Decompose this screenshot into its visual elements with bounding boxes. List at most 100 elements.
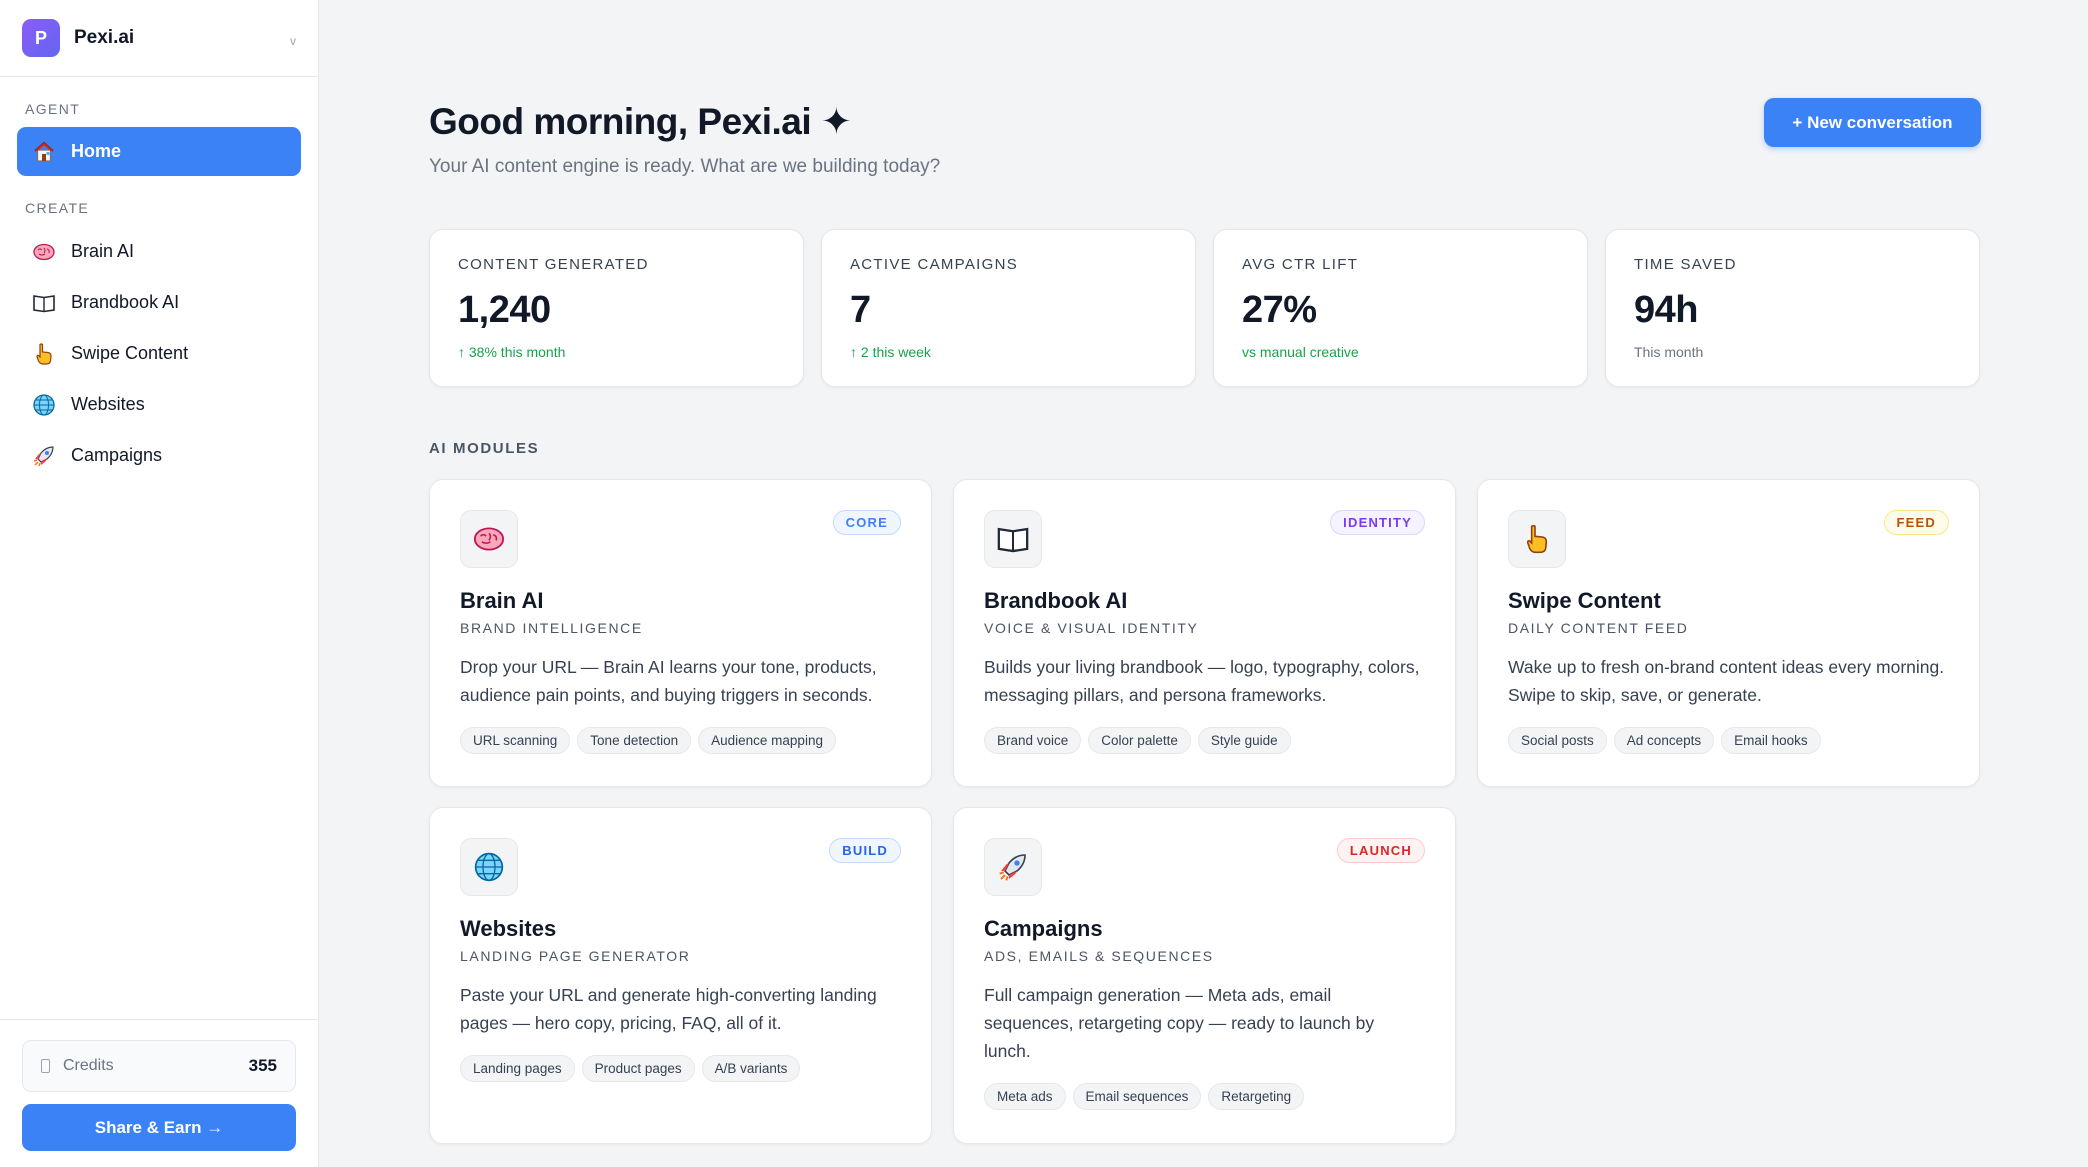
module-tags: Landing pages Product pages A/B variants bbox=[460, 1055, 901, 1082]
sidebar-item-swipe-content[interactable]: Swipe Content bbox=[17, 328, 301, 379]
module-title: Websites bbox=[460, 916, 557, 941]
tag: Email hooks bbox=[1721, 727, 1821, 754]
tag: Ad concepts bbox=[1613, 727, 1715, 754]
book-icon bbox=[31, 290, 57, 316]
tag: A/B variants bbox=[701, 1055, 801, 1082]
credits-box[interactable]: Credits 355 bbox=[22, 1040, 296, 1092]
tag: Landing pages bbox=[460, 1055, 575, 1082]
phone-icon bbox=[41, 1059, 50, 1073]
share-earn-button[interactable]: Share & Earn → bbox=[22, 1104, 296, 1151]
tag: Brand voice bbox=[984, 727, 1082, 754]
section-label-ai-modules: AI MODULES bbox=[429, 440, 540, 457]
module-subtitle: VOICE & VISUAL IDENTITY bbox=[984, 620, 1199, 636]
module-tags: Brand voice Color palette Style guide bbox=[984, 727, 1425, 754]
tag: URL scanning bbox=[460, 727, 571, 754]
brain-icon bbox=[460, 510, 518, 568]
page-subtitle: Your AI content engine is ready. What ar… bbox=[429, 156, 941, 177]
module-subtitle: DAILY CONTENT FEED bbox=[1508, 620, 1689, 636]
module-description: Drop your URL — Brain AI learns your ton… bbox=[460, 657, 877, 705]
sidebar-item-home[interactable]: Home bbox=[17, 127, 301, 176]
section-label-create: CREATE bbox=[25, 200, 90, 216]
stat-label: ACTIVE CAMPAIGNS bbox=[850, 256, 1019, 273]
stat-card-active-campaigns: ACTIVE CAMPAIGNS 7 ↑ 2 this week bbox=[821, 229, 1196, 387]
module-description: Paste your URL and generate high-convert… bbox=[460, 985, 877, 1033]
sidebar-item-campaigns[interactable]: Campaigns bbox=[17, 430, 301, 481]
chevron-down-icon[interactable]: v bbox=[290, 34, 296, 48]
module-card-websites[interactable]: BUILD Websites LANDING PAGE GENERATOR Pa… bbox=[429, 807, 932, 1144]
tag: Color palette bbox=[1088, 727, 1191, 754]
stat-value: 94h bbox=[1634, 289, 1698, 331]
workspace-avatar: P bbox=[22, 19, 60, 57]
tag: Social posts bbox=[1508, 727, 1607, 754]
module-card-brandbook-ai[interactable]: IDENTITY Brandbook AI VOICE & VISUAL IDE… bbox=[953, 479, 1456, 787]
pointing-hand-icon bbox=[31, 341, 57, 367]
module-description: Full campaign generation — Meta ads, ema… bbox=[984, 985, 1375, 1061]
module-tags: URL scanning Tone detection Audience map… bbox=[460, 727, 901, 754]
module-badge: IDENTITY bbox=[1330, 510, 1425, 535]
module-title: Campaigns bbox=[984, 916, 1103, 941]
pointing-hand-icon bbox=[1508, 510, 1566, 568]
module-badge: BUILD bbox=[829, 838, 901, 863]
stat-note: This month bbox=[1634, 344, 1704, 360]
tag: Style guide bbox=[1197, 727, 1291, 754]
house-icon bbox=[31, 139, 57, 165]
module-badge: LAUNCH bbox=[1336, 838, 1425, 863]
globe-icon bbox=[460, 838, 518, 896]
rocket-icon bbox=[31, 443, 57, 469]
stat-note: ↑ 38% this month bbox=[458, 344, 566, 360]
sidebar-item-websites[interactable]: Websites bbox=[17, 379, 301, 430]
module-card-brain-ai[interactable]: CORE Brain AI BRAND INTELLIGENCE Drop yo… bbox=[429, 479, 932, 787]
module-card-swipe-content[interactable]: FEED Swipe Content DAILY CONTENT FEED Wa… bbox=[1477, 479, 1980, 787]
tag: Tone detection bbox=[577, 727, 692, 754]
brain-icon bbox=[31, 239, 57, 265]
stats-row: CONTENT GENERATED 1,240 ↑ 38% this month… bbox=[429, 229, 1980, 387]
module-title: Brandbook AI bbox=[984, 588, 1128, 613]
sidebar-item-brain-ai[interactable]: Brain AI bbox=[17, 226, 301, 277]
module-badge: CORE bbox=[832, 510, 901, 535]
credits-label: Credits bbox=[63, 1057, 114, 1074]
stat-value: 1,240 bbox=[458, 289, 551, 331]
sidebar-item-brandbook-ai[interactable]: Brandbook AI bbox=[17, 277, 301, 328]
stat-value: 7 bbox=[850, 289, 871, 331]
stat-value: 27% bbox=[1242, 289, 1317, 331]
tag: Meta ads bbox=[984, 1083, 1066, 1110]
stat-label: TIME SAVED bbox=[1634, 256, 1737, 273]
module-subtitle: ADS, EMAILS & SEQUENCES bbox=[984, 948, 1214, 964]
sidebar-footer: Credits 355 Share & Earn → bbox=[0, 1019, 318, 1167]
tag: Product pages bbox=[581, 1055, 695, 1082]
sidebar-item-label: Campaigns bbox=[71, 445, 163, 465]
module-description: Builds your living brandbook — logo, typ… bbox=[984, 657, 1420, 705]
tag: Email sequences bbox=[1072, 1083, 1202, 1110]
section-label-agent: AGENT bbox=[25, 101, 81, 117]
sidebar-item-label: Swipe Content bbox=[71, 343, 189, 363]
module-title: Brain AI bbox=[460, 588, 544, 613]
sidebar-item-label: Websites bbox=[71, 394, 145, 414]
module-subtitle: LANDING PAGE GENERATOR bbox=[460, 948, 691, 964]
tag: Retargeting bbox=[1208, 1083, 1305, 1110]
sidebar-item-label: Home bbox=[71, 141, 122, 161]
stat-note: ↑ 2 this week bbox=[850, 344, 931, 360]
book-icon bbox=[984, 510, 1042, 568]
stat-card-avg-ctr-lift: AVG CTR LIFT 27% vs manual creative bbox=[1213, 229, 1588, 387]
credits-value: 355 bbox=[248, 1056, 277, 1075]
stat-label: AVG CTR LIFT bbox=[1242, 256, 1359, 273]
module-description: Wake up to fresh on-brand content ideas … bbox=[1508, 657, 1945, 705]
tag: Audience mapping bbox=[698, 727, 836, 754]
sidebar: P Pexi.ai v AGENT Home CREATE Brain bbox=[0, 0, 319, 1167]
globe-icon bbox=[31, 392, 57, 418]
rocket-icon bbox=[984, 838, 1042, 896]
workspace-switcher[interactable]: P Pexi.ai v bbox=[0, 0, 318, 77]
stat-note: vs manual creative bbox=[1242, 344, 1359, 360]
module-tags: Meta ads Email sequences Retargeting bbox=[984, 1083, 1425, 1110]
modules-grid: CORE Brain AI BRAND INTELLIGENCE Drop yo… bbox=[429, 479, 1980, 1144]
workspace-name: Pexi.ai bbox=[74, 27, 135, 48]
module-title: Swipe Content bbox=[1508, 588, 1661, 613]
page-title: Good morning, Pexi.ai ✦ bbox=[429, 101, 852, 142]
module-card-campaigns[interactable]: LAUNCH Campaigns ADS, EMAILS & SEQUENCES… bbox=[953, 807, 1456, 1144]
new-conversation-button[interactable]: + New conversation bbox=[1764, 98, 1981, 147]
stat-card-time-saved: TIME SAVED 94h This month bbox=[1605, 229, 1980, 387]
stat-card-content-generated: CONTENT GENERATED 1,240 ↑ 38% this month bbox=[429, 229, 804, 387]
sidebar-item-label: Brandbook AI bbox=[71, 292, 180, 312]
module-subtitle: BRAND INTELLIGENCE bbox=[460, 620, 643, 636]
sidebar-item-label: Brain AI bbox=[71, 241, 135, 261]
